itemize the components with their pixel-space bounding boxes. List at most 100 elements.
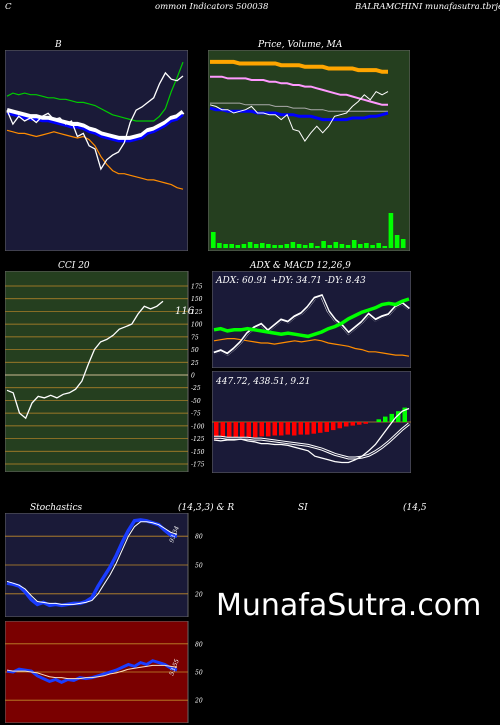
adx-line [213,297,410,339]
bollinger-price-line [6,71,184,171]
stoch-title: Stochastics [30,503,83,513]
volume-bar [211,232,216,248]
volume-bar [296,244,302,248]
macd-hist-bar [298,422,303,435]
cci-tick-label: -75 [191,411,201,418]
macd-line [213,407,410,464]
stoch-tick-label: 20 [194,591,203,598]
adx-title: ADX & MACD 12,26,9 [250,261,351,271]
volume-bar [309,243,314,248]
macd-hist-bar [240,422,245,439]
volume-bar [302,245,308,248]
cci-tick-label: -175 [191,462,205,469]
cci-tick-label: 125 [191,309,203,316]
macd-hist-bar [259,422,264,437]
volume-bar [345,245,351,248]
price-ma-long-line [210,59,388,74]
cci-tick-label: 100 [191,322,203,329]
volume-bar [290,242,296,248]
cci-tick-label: 25 [190,360,199,367]
macd-hist-bar [396,411,401,422]
bollinger-title: B [55,40,62,50]
macd-hist-bar [285,422,290,435]
rsi-tick-label: 50 [195,670,203,677]
bollinger-upper-line [6,61,184,122]
volume-bar [321,241,326,248]
price-ma-mid-line [210,75,388,106]
macd-hist-bar [292,422,297,436]
macd-hist-bar [233,422,238,439]
volume-bar [333,242,339,248]
macd-hist-bar [357,422,362,425]
watermark: MunafaSutra.com [216,588,482,623]
price-ma-grey-line [210,102,388,112]
bollinger-panel [5,50,188,251]
header-middle: ommon Indicators 500038 [155,2,269,12]
macd-chart: 447.72, 438.51, 9.21 [212,371,411,473]
macd-hist-bar [253,422,258,438]
macd-hist-bar [344,422,349,427]
header-left: C [5,2,12,12]
volume-bar [327,245,332,248]
macd-hist-bar [246,422,251,438]
volume-bar [260,243,265,248]
volume-bar [388,213,394,248]
stoch-tick-label: 50 [195,563,203,570]
cci-tick-label: -25 [191,385,201,392]
price-title: Price, Volume, MA [258,40,343,50]
cci-chart: 175 150 125 100 75 50 25 0 -25 -50 -75 -100 -125 -150… [5,271,205,472]
macd-hist-bar [337,422,342,429]
volume-bar [247,242,253,248]
rsi-title: SI [298,503,308,513]
cci-tick-label: 150 [191,296,203,303]
volume-bar [394,235,400,248]
macd-hist-bar [279,422,284,436]
cci-value-label: 116 [175,306,195,317]
cci-tick-label: -100 [191,423,205,430]
volume-bar [400,239,406,248]
stoch-main-line [6,518,178,608]
cci-tick-label: 0 [191,373,195,380]
stoch-params: (14,3,3) & R [178,503,235,513]
stoch-signal-line [6,521,178,605]
adx-chart: ADX: 60.91 +DY: 34.71 -DY: 8.43 [212,271,411,368]
volume-bar [278,245,283,248]
macd-hist-bar [363,422,368,424]
volume-bar [358,244,363,248]
price-panel [208,50,410,251]
rsi-signal-line [6,664,178,680]
volume-bar [351,240,357,248]
volume-bar [229,244,234,248]
cci-tick-label: 75 [191,334,199,341]
volume-bar [382,246,388,248]
macd-hist-bar [389,413,394,422]
macd-readout: 447.72, 438.51, 9.21 [215,377,310,387]
macd-hist-bar [402,407,407,422]
cci-title: CCI 20 [58,261,90,271]
bollinger-middle-outline [6,108,185,141]
volume-bar [370,245,375,248]
macd-hist-bar [376,419,381,422]
macd-hist-bar [272,422,277,436]
cci-line [6,300,164,420]
price-close-line [209,90,389,143]
volume-bar [364,243,369,248]
macd-hist-bar [305,422,310,435]
macd-hist-bar [220,422,225,439]
volume-bar [376,243,381,248]
macd-hist-bar [318,422,323,433]
macd-panel: 447.72, 438.51, 9.21 [212,371,411,473]
adx-panel: ADX: 60.91 +DY: 34.71 -DY: 8.43 [212,271,411,368]
stoch-panel: 80 50 20 93.34 [5,513,210,617]
volume-bar [241,244,247,248]
macd-hist-bar [266,422,271,437]
macd-signal-core [214,423,410,459]
macd-hist-bar [214,422,219,440]
macd-hist-bar [227,422,232,440]
volume-bar [315,246,320,248]
volume-bar [235,245,241,248]
cci-tick-label: -50 [191,398,201,405]
volume-bar [253,244,259,248]
